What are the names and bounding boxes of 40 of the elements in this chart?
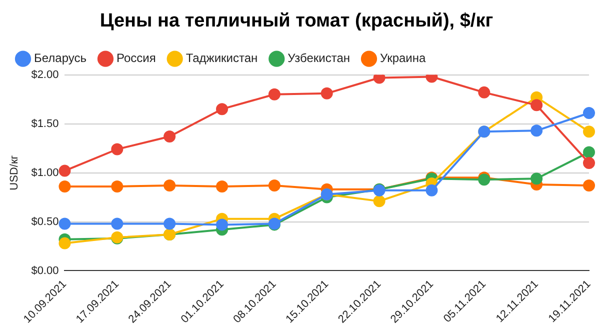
point [268,180,280,192]
y-tick-label: $0.50 [31,216,59,228]
legend-label: Узбекистан [288,51,350,66]
point [530,124,543,137]
y-tick-label: $1.00 [31,166,59,179]
legend-label: Украина [380,51,426,66]
point [373,195,386,208]
y-tick-label: $2.00 [31,68,59,81]
point [530,99,543,112]
point [216,218,228,231]
point [478,86,490,98]
point [111,143,124,156]
point [216,103,228,116]
y-tick-label: $0.00 [31,264,59,277]
point [583,146,595,158]
chart-title: Цены на тепличный томат (красный), $/кг [100,10,494,32]
point [320,87,333,100]
point [583,180,595,192]
point [216,180,228,192]
point [58,180,71,192]
point [583,107,595,120]
point [373,74,386,84]
point [426,184,438,196]
point [583,126,595,138]
point [583,156,595,169]
point [58,237,71,250]
point [111,218,124,230]
point [111,180,124,192]
legend-label: Таджикистан [186,51,258,66]
y-tick-label: $1.50 [31,118,59,130]
y-axis-title: USD/кг [8,155,21,190]
point [58,218,71,230]
legend-label: Россия [116,51,156,66]
legend-label: Беларусь [34,51,86,66]
point [164,180,176,192]
point [58,164,71,177]
point [530,172,543,185]
point [164,130,176,143]
point [164,218,176,230]
point [268,88,280,100]
